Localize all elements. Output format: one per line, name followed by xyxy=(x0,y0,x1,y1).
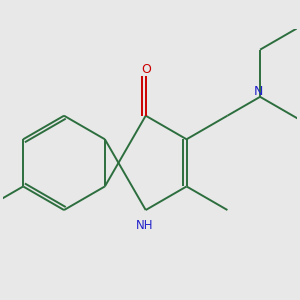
Text: O: O xyxy=(141,63,151,76)
Text: NH: NH xyxy=(136,219,153,232)
Text: N: N xyxy=(254,85,263,98)
